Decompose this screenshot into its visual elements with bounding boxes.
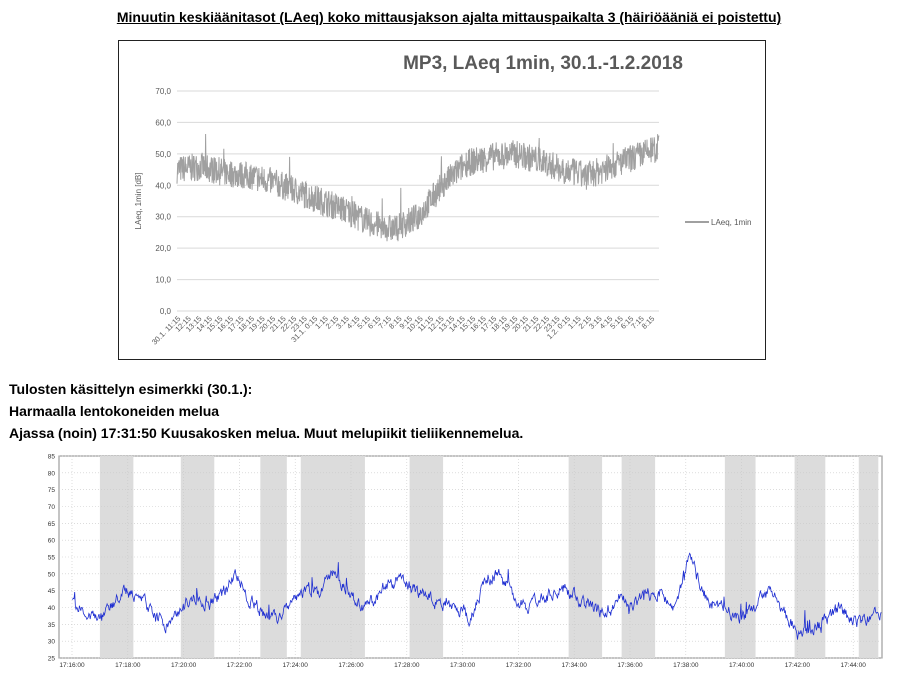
y-tick-label: 80 [48,470,56,477]
x-tick-label: 17:38:00 [673,662,699,669]
y-tick-label: 30 [48,639,56,646]
y-tick-label: 65 [48,521,56,528]
notes-block: Tulosten käsittelyn esimerkki (30.1.): H… [9,378,523,444]
x-tick-label: 17:34:00 [562,662,588,669]
aircraft-noise-period [260,456,287,658]
x-tick-label: 17:20:00 [171,662,197,669]
x-tick-label: 17:22:00 [227,662,253,669]
x-tick-label: 17:18:00 [115,662,141,669]
chart-mp3-frame: MP3, LAeq 1min, 30.1.-1.2.2018 0,0 10,0 20,… [118,40,766,360]
x-tick-label: 17:44:00 [841,662,867,669]
chart-example-wrap: 25 30 35 40 45 50 55 60 65 70 75 80 85 17:16:00 17:18:… [0,448,898,689]
y-tick-label: 45 [48,588,56,595]
y-tick-label: 70 [48,504,56,511]
note-line-3: Ajassa (noin) 17:31:50 Kuusakosken melua… [9,425,524,441]
y-axis-label: LAeq, 1min [dB] [134,173,143,230]
x-tick-label: 17:26:00 [338,662,364,669]
x-tick-label: 17:16:00 [59,662,85,669]
y-tick-label: 70,0 [155,87,171,96]
series-line-laeq-1min [176,133,660,242]
aircraft-noise-period [568,456,603,658]
x-tick-label: 17:30:00 [450,662,476,669]
y-tick-label: 50,0 [155,150,171,159]
y-tick-label: 35 [48,622,56,629]
legend-label: LAeq, 1min [711,218,751,227]
y-tick-label: 10,0 [155,276,171,285]
y-tick-label: 75 [48,487,56,494]
note-line-1: Tulosten käsittelyn esimerkki (30.1.): [9,381,253,397]
y-tick-label: 60 [48,538,56,545]
y-tick-label: 85 [48,454,56,461]
x-tick-label: 17:42:00 [785,662,811,669]
series-line-sound-level [71,552,882,640]
x-tick-label: 17:36:00 [617,662,643,669]
x-tick-label: 17:28:00 [394,662,420,669]
y-tick-label: 30,0 [155,213,171,222]
y-tick-label: 50 [48,571,56,578]
chart-title: MP3, LAeq 1min, 30.1.-1.2.2018 [403,53,683,74]
y-tick-label: 0,0 [160,307,172,316]
note-line-2: Harmaalla lentokoneiden melua [9,403,220,419]
x-tick-label: 8:15 [640,314,657,331]
y-tick-label: 40 [48,605,56,612]
y-tick-label: 20,0 [155,244,171,253]
y-tick-label: 25 [48,656,56,663]
x-tick-label: 17:32:00 [506,662,532,669]
chart-mp3: MP3, LAeq 1min, 30.1.-1.2.2018 0,0 10,0 20,… [134,53,751,347]
x-tick-label: 17:24:00 [283,662,309,669]
chart-example-30-1: 25 30 35 40 45 50 55 60 65 70 75 80 85 17:16:00 17:18:… [48,454,883,669]
x-tick-label: 17:40:00 [729,662,755,669]
y-tick-label: 40,0 [155,181,171,190]
y-tick-label: 60,0 [155,118,171,127]
aircraft-noise-period [409,456,444,658]
y-tick-label: 55 [48,555,56,562]
page-heading: Minuutin keskiäänitasot (LAeq) koko mitt… [116,9,782,25]
